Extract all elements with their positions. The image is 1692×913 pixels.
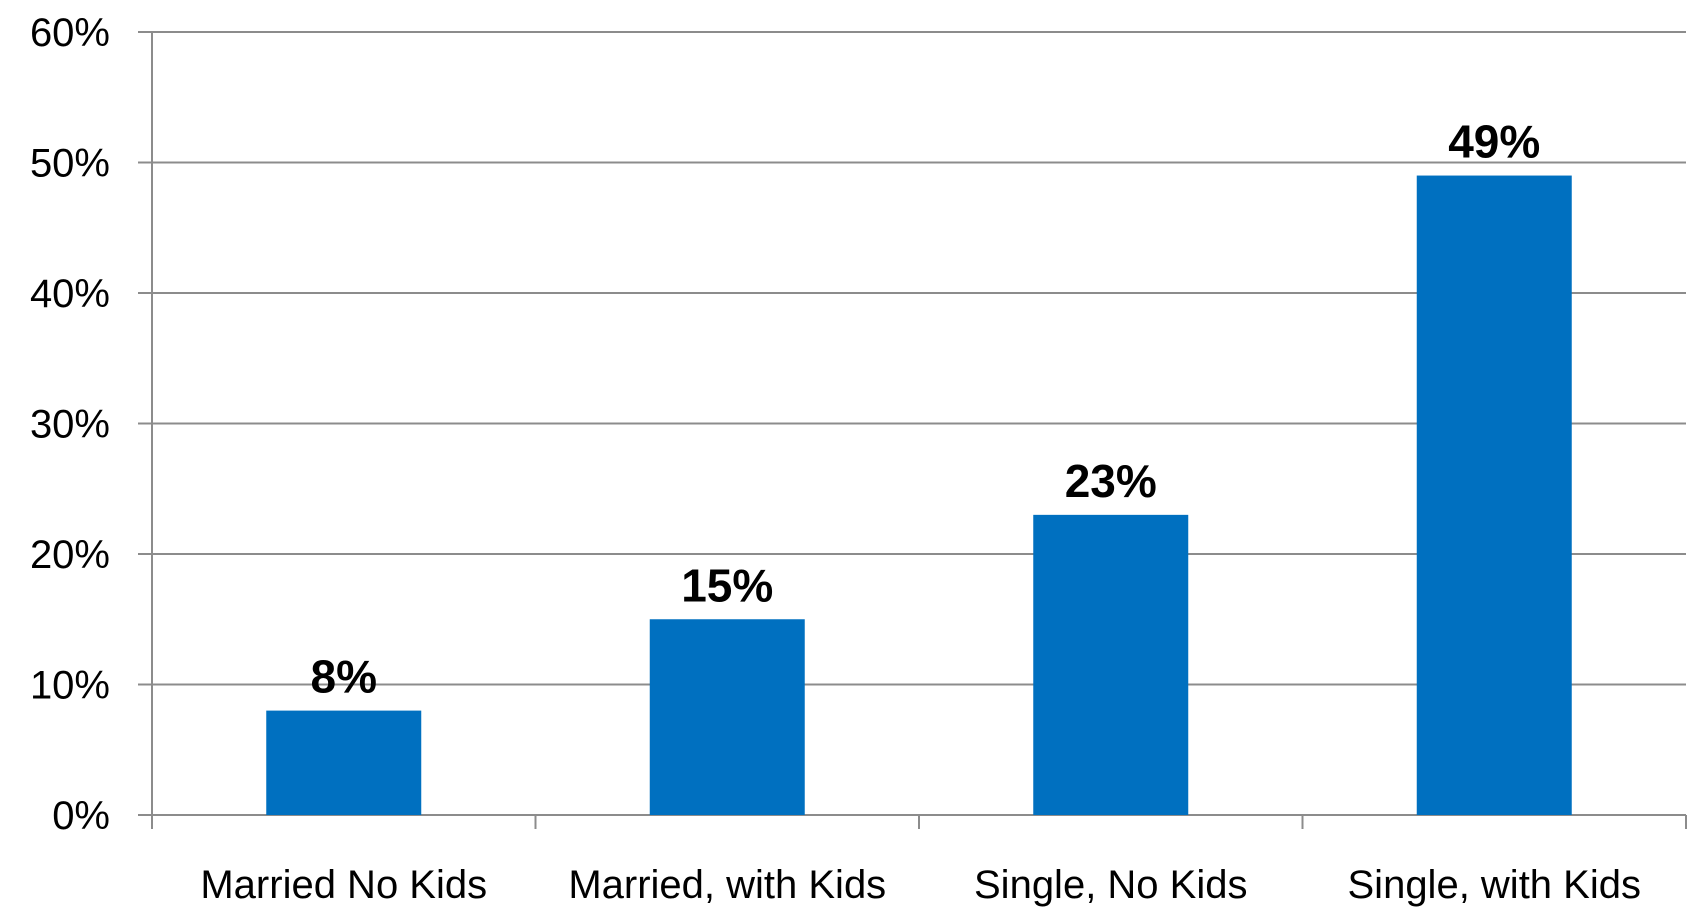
y-axis-tick-labels: 0% 10% 20% 30% 40% 50% 60%: [30, 11, 110, 838]
x-tick-label: Single, No Kids: [974, 863, 1247, 907]
data-label: 23%: [1065, 455, 1157, 507]
bars: [266, 175, 1572, 816]
x-tick-label: Married, with Kids: [568, 863, 886, 907]
y-tick-label: 50%: [30, 142, 110, 186]
data-labels: 8% 15% 23% 49%: [311, 116, 1541, 703]
data-label: 15%: [681, 559, 773, 611]
y-tick-label: 30%: [30, 403, 110, 447]
y-tick-label: 10%: [30, 664, 110, 708]
data-label: 49%: [1448, 116, 1540, 168]
x-axis-tick-labels: Married No Kids Married, with Kids Single,…: [200, 863, 1641, 907]
data-label: 8%: [311, 651, 377, 703]
x-tick-label: Single, with Kids: [1348, 863, 1641, 907]
y-tick-label: 0%: [52, 794, 110, 838]
bar: [649, 619, 805, 815]
bar: [1033, 514, 1189, 815]
y-tick-label: 20%: [30, 533, 110, 577]
y-tick-label: 60%: [30, 11, 110, 55]
y-tick-label: 40%: [30, 272, 110, 316]
bar: [1416, 175, 1572, 816]
x-tick-label: Married No Kids: [200, 863, 487, 907]
bar: [266, 710, 422, 815]
